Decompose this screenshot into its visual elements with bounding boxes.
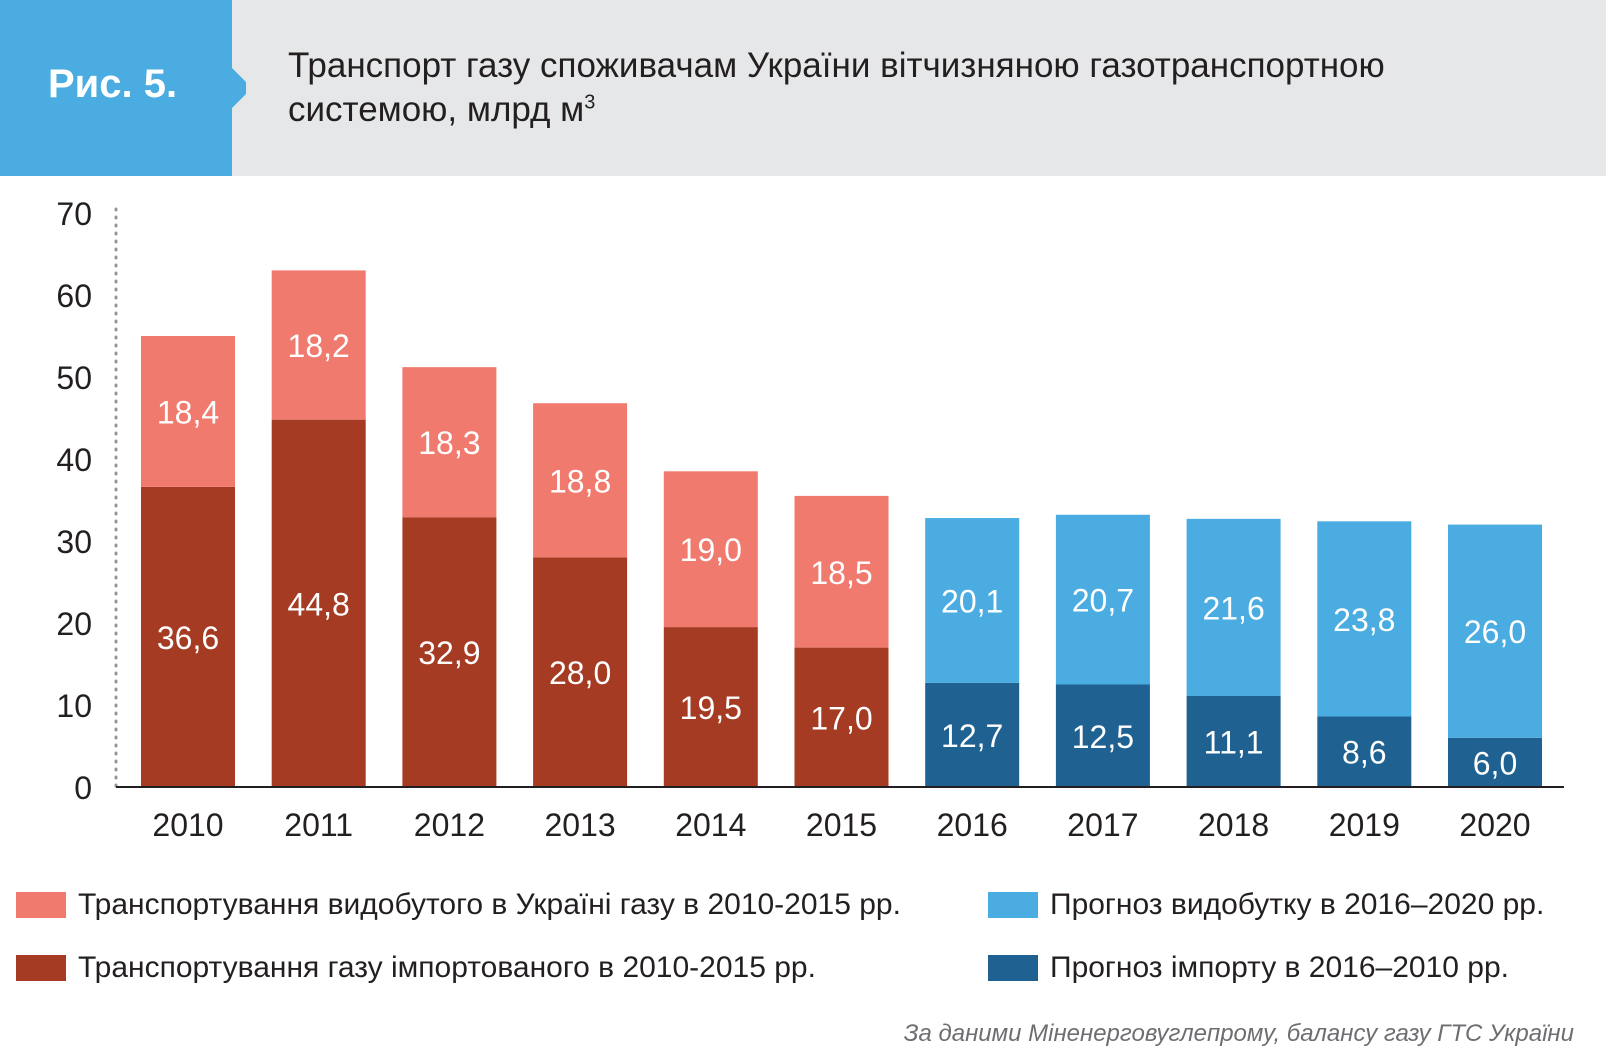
figure-tag-shape <box>0 0 246 176</box>
y-tick-label-30: 30 <box>56 524 92 560</box>
bar-2016-series-2 <box>925 682 1020 787</box>
bar-2019-series-2 <box>1317 716 1412 787</box>
legend-item-forecast-domestic: Прогноз видобутку в 2016–2020 рр. <box>988 888 1544 922</box>
bar-2018-series-2 <box>1186 695 1281 787</box>
data-label-2011-series-1: 18,2 <box>288 328 350 364</box>
bar-2015-series-1 <box>794 495 889 648</box>
data-label-2015-series-0: 17,0 <box>810 700 872 736</box>
x-tick-label-2013: 2013 <box>545 807 616 843</box>
data-label-2012-series-1: 18,3 <box>418 425 480 461</box>
x-tick-label-2014: 2014 <box>675 807 746 843</box>
data-label-2010-series-0: 36,6 <box>157 620 219 656</box>
x-tick-label-2020: 2020 <box>1459 807 1530 843</box>
bar-2019-series-3 <box>1317 521 1412 717</box>
chart-title: Транспорт газу споживачам України вітчиз… <box>288 44 1548 132</box>
data-label-2013-series-0: 28,0 <box>549 655 611 691</box>
figure-header: Рис. 5. Транспорт газу споживачам Україн… <box>0 0 1606 176</box>
data-label-2019-series-3: 23,8 <box>1333 602 1395 638</box>
bar-2010-series-0 <box>141 486 235 787</box>
data-label-2011-series-0: 44,8 <box>288 586 350 622</box>
legend-item-import-2010-2015: Транспортування газу імпортованого в 201… <box>16 951 816 985</box>
bar-2017-series-3 <box>1055 514 1150 685</box>
x-tick-label-2010: 2010 <box>152 807 223 843</box>
figure-tag: Рис. 5. <box>0 0 246 176</box>
chart-title-superscript: 3 <box>584 91 596 114</box>
bar-2014-series-1 <box>663 471 758 628</box>
legend-item-forecast-import: Прогноз імпорту в 2016–2010 рр. <box>988 951 1509 985</box>
legend-label-forecast-import: Прогноз імпорту в 2016–2010 рр. <box>1050 951 1510 984</box>
legend-item-domestic-2010-2015: Транспортування видобутого в Україні газ… <box>16 888 901 922</box>
data-label-2019-series-2: 8,6 <box>1342 735 1386 771</box>
data-label-2013-series-1: 18,8 <box>549 463 611 499</box>
bar-2015-series-0 <box>794 647 889 787</box>
bar-2020-series-3 <box>1448 524 1542 738</box>
x-tick-label-2016: 2016 <box>937 807 1008 843</box>
figure-label: Рис. 5. <box>48 62 178 106</box>
data-label-2017-series-3: 20,7 <box>1072 583 1134 619</box>
chart-title-text: Транспорт газу споживачам України вітчиз… <box>288 46 1385 129</box>
data-label-2018-series-3: 21,6 <box>1202 590 1264 626</box>
x-tick-label-2015: 2015 <box>806 807 877 843</box>
x-tick-label-2011: 2011 <box>284 807 353 843</box>
bar-2017-series-2 <box>1055 684 1150 787</box>
bar-2011-series-1 <box>271 270 366 420</box>
bar-2020-series-2 <box>1448 737 1542 787</box>
y-tick-label-60: 60 <box>56 278 92 314</box>
bar-2012-series-0 <box>402 517 497 787</box>
data-label-2014-series-0: 19,5 <box>680 690 742 726</box>
data-label-2018-series-2: 11,1 <box>1204 724 1264 760</box>
data-label-2015-series-1: 18,5 <box>810 555 872 591</box>
legend-swatch-domestic-2010-2015 <box>16 892 66 918</box>
legend-label-import-2010-2015: Транспортування газу імпортованого в 201… <box>78 951 816 984</box>
x-tick-label-2017: 2017 <box>1067 807 1138 843</box>
y-tick-label-20: 20 <box>56 606 92 642</box>
x-tick-label-2018: 2018 <box>1198 807 1269 843</box>
data-label-2012-series-0: 32,9 <box>418 635 480 671</box>
y-tick-label-40: 40 <box>56 442 92 478</box>
legend-label-forecast-domestic: Прогноз видобутку в 2016–2020 рр. <box>1050 888 1545 921</box>
bar-2011-series-0 <box>271 419 366 787</box>
data-label-2014-series-1: 19,0 <box>680 532 742 568</box>
bar-2012-series-1 <box>402 367 497 518</box>
y-tick-label-50: 50 <box>56 360 92 396</box>
y-tick-label-10: 10 <box>56 688 92 724</box>
bar-chart: 0 10 20 30 40 50 60 70 36,6 18,4 2010 44,8 18,2 2011 3… <box>56 196 1564 843</box>
bar-2013-series-1 <box>533 403 628 558</box>
data-label-2020-series-2: 6,0 <box>1473 745 1517 781</box>
data-label-2010-series-1: 18,4 <box>157 394 219 430</box>
y-tick-label-70: 70 <box>56 196 92 232</box>
source-note: За даними Міненерговуглепрому, балансу г… <box>903 1020 1574 1047</box>
data-label-2017-series-2: 12,5 <box>1072 719 1134 755</box>
x-tick-label-2019: 2019 <box>1329 807 1400 843</box>
bar-2016-series-3 <box>925 518 1020 683</box>
legend-swatch-forecast-domestic <box>988 892 1038 918</box>
bar-2018-series-3 <box>1186 518 1281 696</box>
x-tick-label-2012: 2012 <box>414 807 485 843</box>
legend-swatch-import-2010-2015 <box>16 955 66 981</box>
bar-2013-series-0 <box>533 557 628 787</box>
y-tick-label-0: 0 <box>74 770 92 806</box>
bar-2010-series-1 <box>141 336 235 487</box>
data-label-2016-series-2: 12,7 <box>941 718 1003 754</box>
data-label-2020-series-3: 26,0 <box>1464 614 1526 650</box>
legend-swatch-forecast-import <box>988 955 1038 981</box>
data-label-2016-series-3: 20,1 <box>941 583 1003 619</box>
legend-label-domestic-2010-2015: Транспортування видобутого в Україні газ… <box>78 888 901 921</box>
bar-2014-series-0 <box>663 627 758 787</box>
